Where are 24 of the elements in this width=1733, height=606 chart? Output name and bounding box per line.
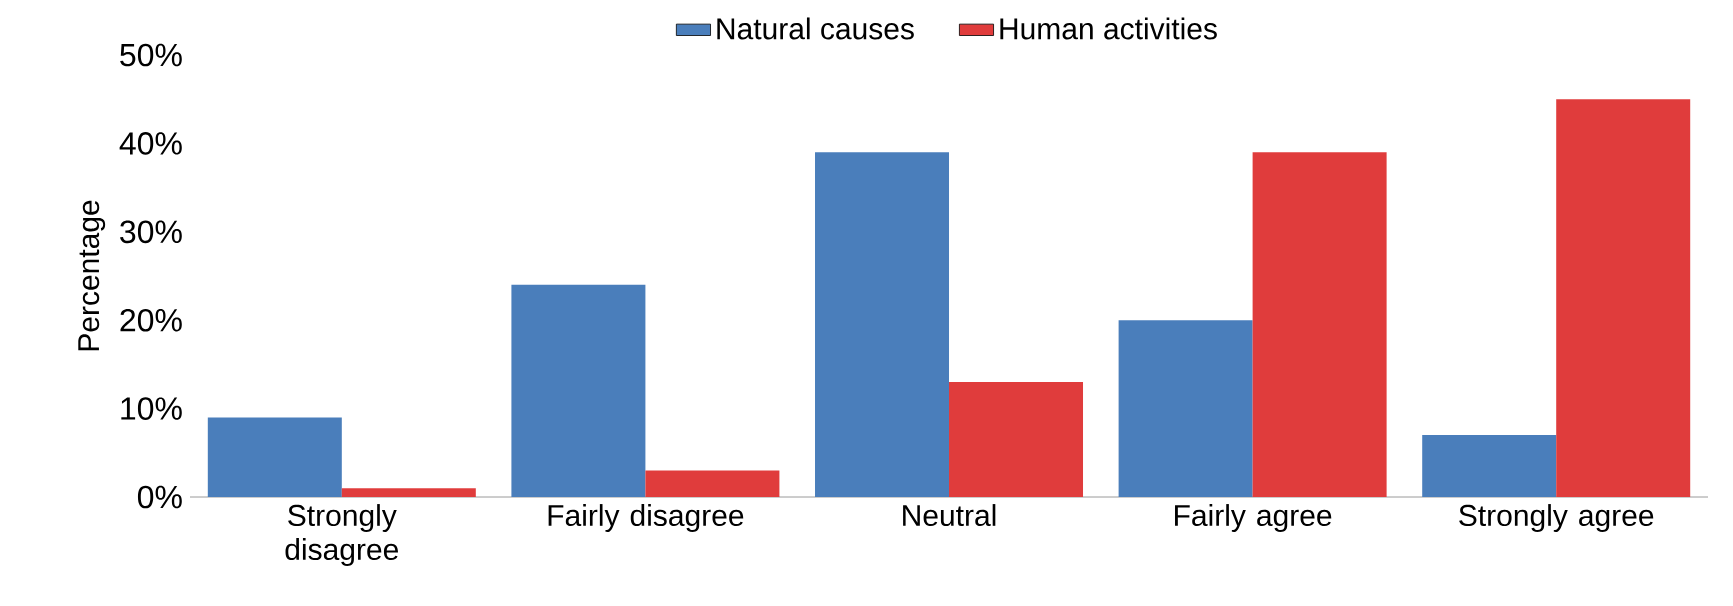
bar: [207, 417, 342, 497]
bar: [1118, 320, 1253, 497]
y-tick-label: 30%: [120, 220, 182, 244]
bar: [1422, 435, 1557, 497]
x-tick-label: Strongly agree: [1459, 504, 1654, 533]
y-tick-label: 40%: [119, 132, 182, 155]
x-tick-label: Fairly disagree: [548, 504, 744, 533]
y-tick-label: 50%: [120, 43, 182, 67]
bar: [511, 284, 646, 497]
bar: [1556, 99, 1691, 497]
bar: [949, 382, 1084, 497]
y-tick-label: 10%: [121, 397, 182, 420]
bar: [815, 152, 950, 497]
bar: [645, 470, 780, 497]
x-tick-label: Neutral: [903, 504, 996, 527]
bar: [1252, 152, 1387, 497]
x-tick-label: Strongly disagree: [285, 504, 398, 567]
legend-label: Human activities: [1000, 17, 1217, 40]
y-tick-label: 0%: [137, 485, 182, 509]
y-tick-label: 20%: [120, 308, 182, 332]
legend-label: Natural causes: [717, 17, 914, 40]
y-axis-title: Percentage: [78, 200, 106, 351]
bar: [341, 488, 476, 497]
x-tick-label: Fairly agree: [1175, 504, 1332, 533]
